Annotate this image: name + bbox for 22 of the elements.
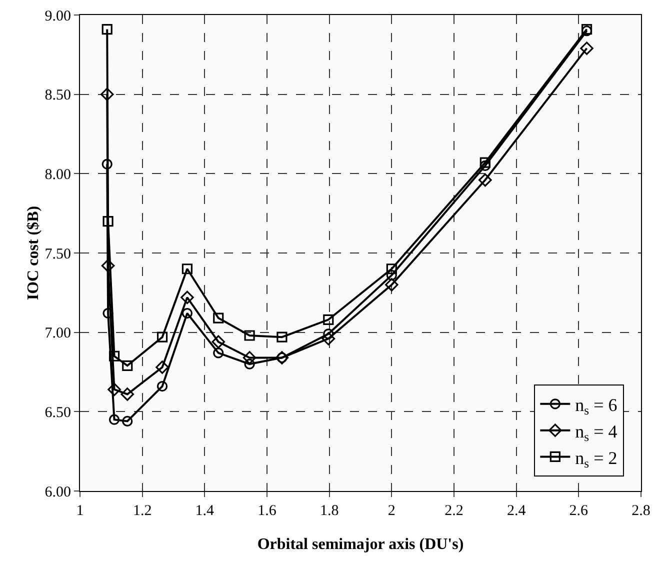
legend-label: n$_{s}$ = 4: [575, 421, 618, 444]
x-tick-label: 1.4: [195, 503, 215, 519]
x-tick-label: 2.4: [506, 503, 526, 519]
x-tick-label: 2: [388, 503, 396, 519]
y-axis-title: IOC cost ($B): [25, 206, 42, 300]
x-axis-title: Orbital semimajor axis (DU's): [257, 536, 464, 553]
legend-label: n$_{s}$ = 2: [575, 448, 618, 471]
x-tick-label: 2.6: [569, 503, 589, 519]
y-tick-label: 8.00: [44, 166, 71, 183]
x-tick-label: 1.2: [132, 503, 152, 519]
x-tick-label: 2.8: [632, 503, 650, 519]
legend-label: n$_{s}$ = 6: [575, 394, 618, 418]
y-tick-label: 8.50: [44, 88, 71, 104]
y-tick-label: 7.50: [44, 246, 71, 262]
x-tick-label: 1.8: [320, 503, 339, 519]
y-tick-label: 7.00: [44, 326, 71, 342]
y-tick-label: 9.00: [44, 8, 71, 24]
y-tick-label: 6.50: [44, 404, 71, 421]
y-tick-label: 6.00: [44, 484, 71, 500]
x-tick-label: 2.2: [444, 503, 464, 519]
x-tick-label: 1: [76, 503, 84, 519]
x-tick-label: 1.6: [258, 503, 277, 519]
